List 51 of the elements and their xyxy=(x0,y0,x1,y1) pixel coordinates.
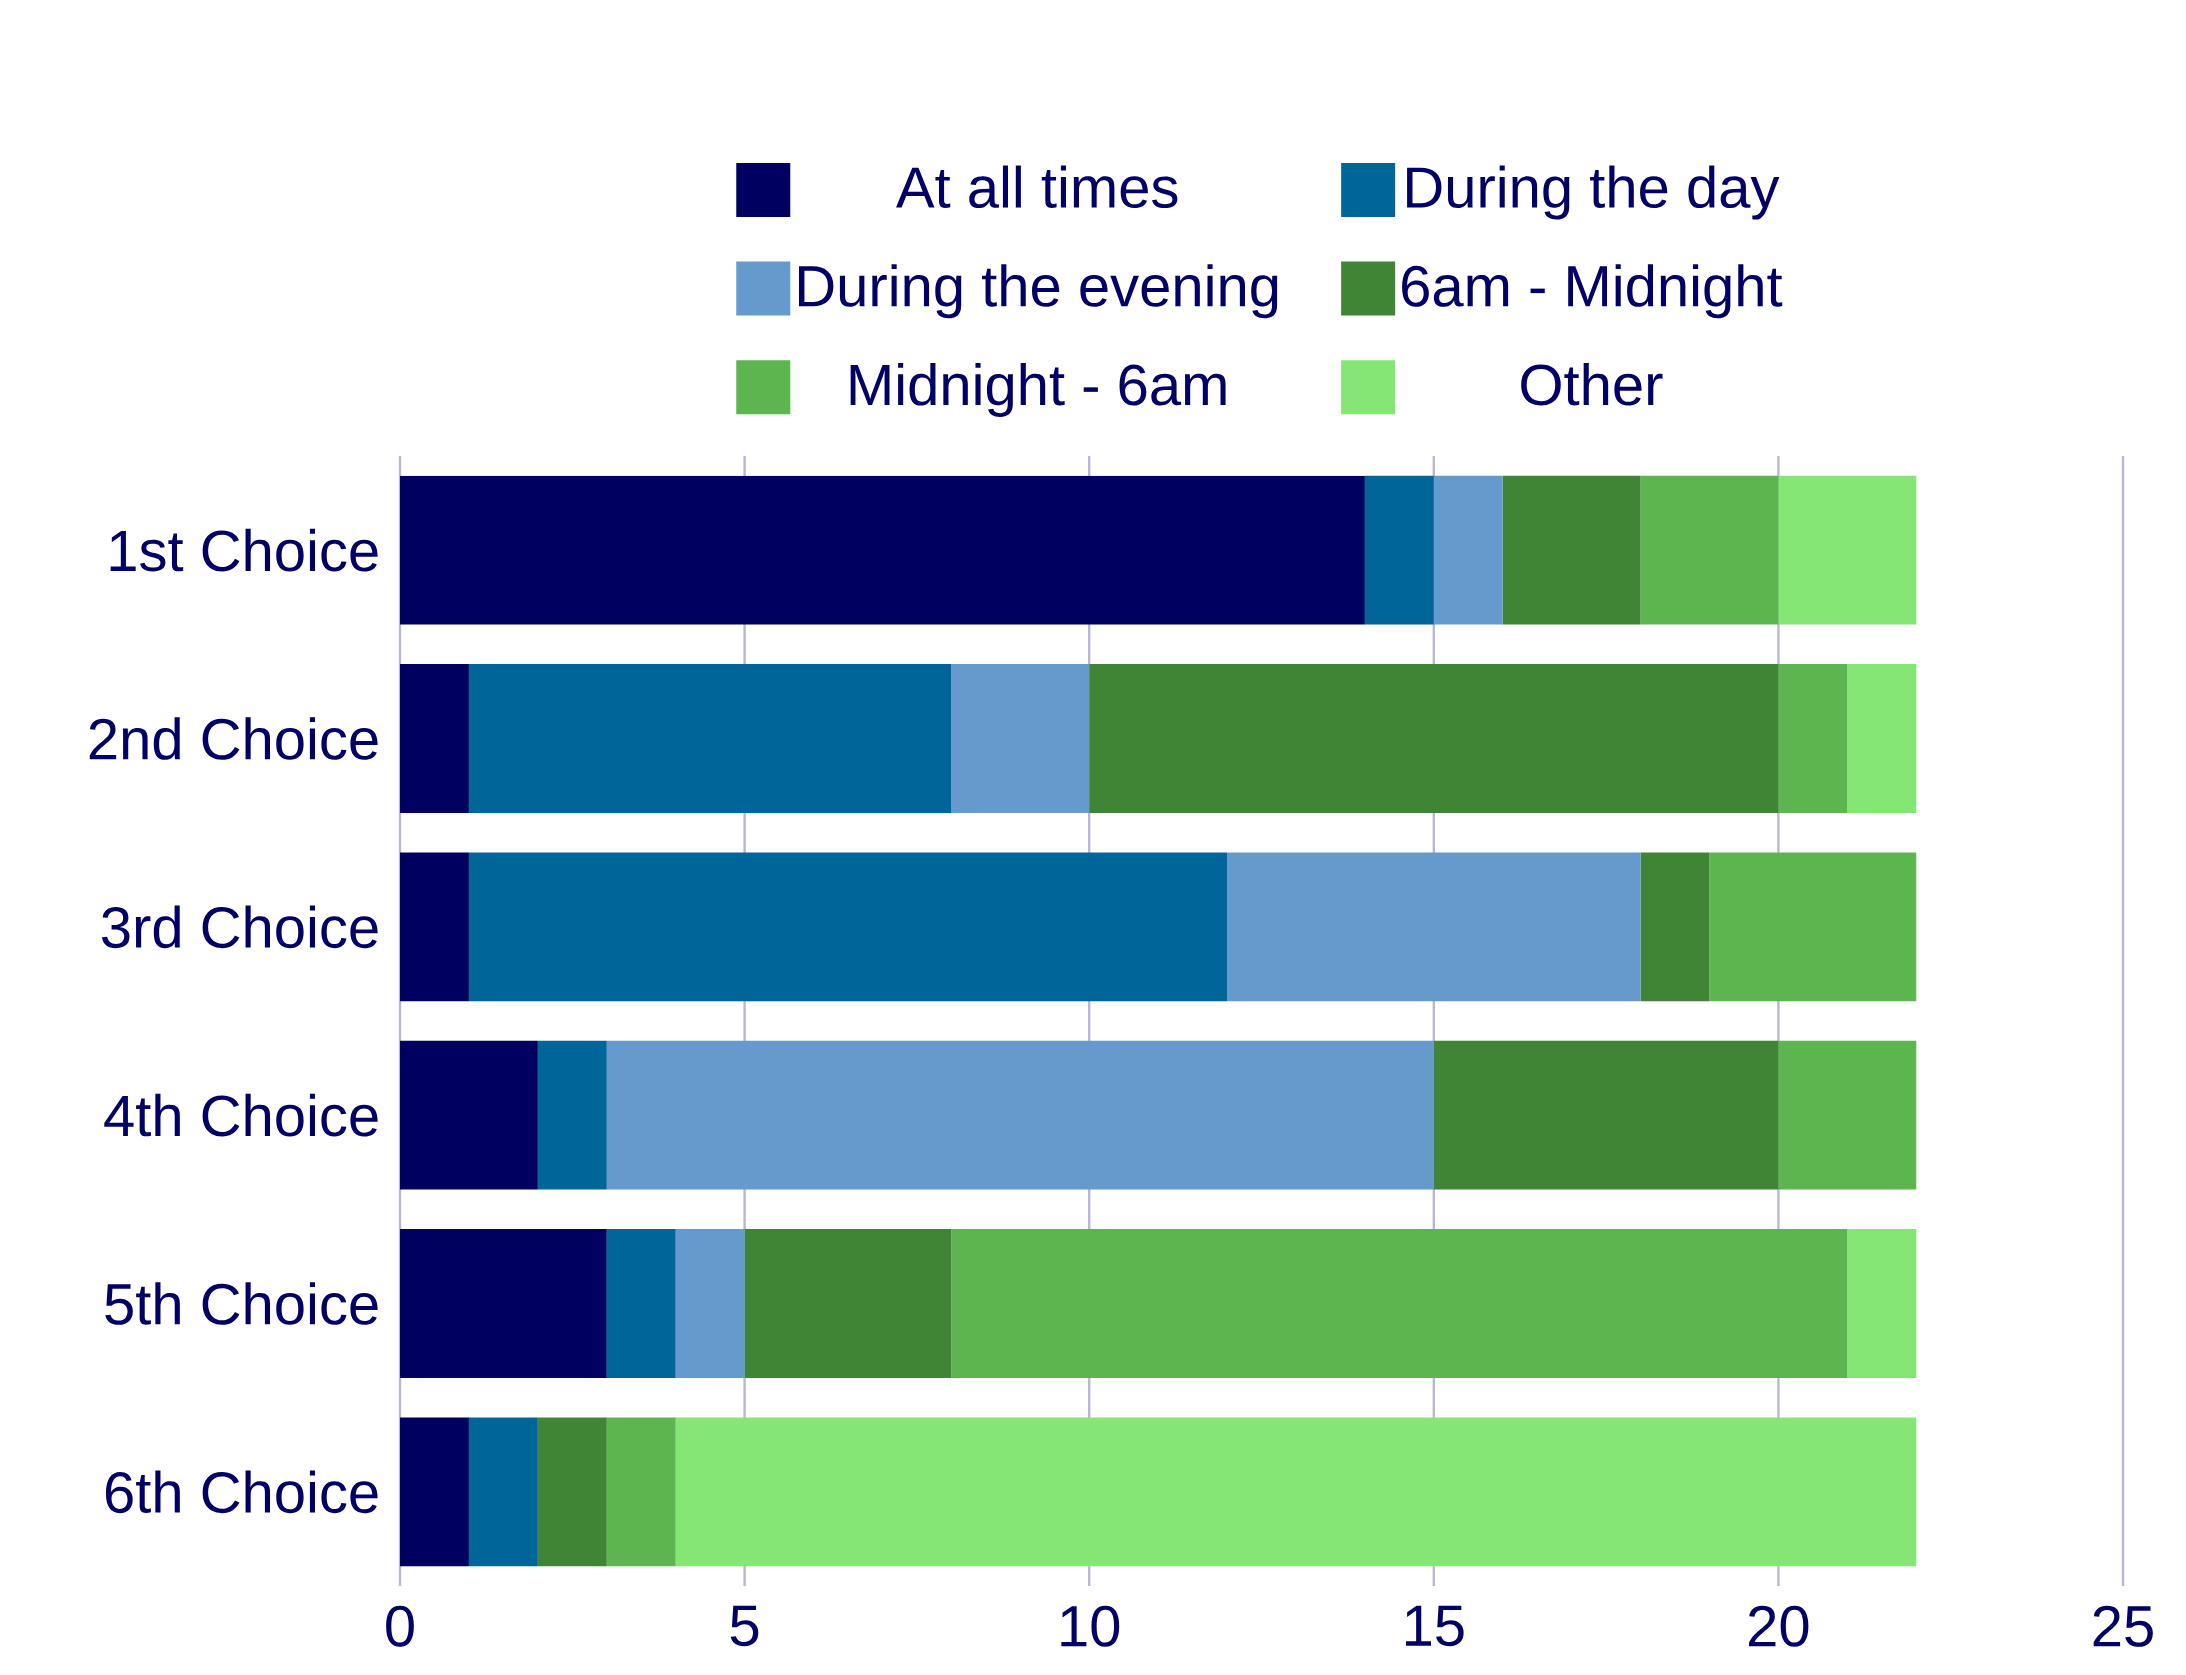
bar xyxy=(606,1040,1434,1190)
bar xyxy=(400,475,1365,625)
bar xyxy=(1089,664,1779,813)
bar xyxy=(951,1229,1848,1378)
bar xyxy=(1502,475,1641,625)
bar xyxy=(675,1229,745,1378)
bar xyxy=(400,664,469,813)
bar xyxy=(951,664,1090,813)
y-tick-label: 4th Choice xyxy=(104,1093,378,1137)
x-tick-label: 15 xyxy=(1405,1605,1464,1647)
y-tick-label: 3rd Choice xyxy=(101,905,378,949)
bar xyxy=(1847,664,1917,813)
bar xyxy=(1640,475,1779,625)
bar xyxy=(606,1229,676,1378)
bar xyxy=(1778,475,1917,625)
legend-label: Other xyxy=(1521,362,1663,406)
legend-label: During the evening xyxy=(799,264,1278,319)
bar xyxy=(400,1040,538,1190)
bar xyxy=(468,1417,538,1567)
bar xyxy=(606,1417,676,1567)
bar xyxy=(400,852,469,1002)
bar xyxy=(1778,664,1848,813)
legend-label: Midnight - 6am xyxy=(850,362,1226,418)
y-tick-label: 5th Choice xyxy=(105,1282,378,1325)
bar xyxy=(1433,475,1503,625)
bar xyxy=(744,1229,952,1378)
bar xyxy=(400,1417,469,1567)
legend-label: During the day xyxy=(1407,165,1780,220)
y-tick-label: 2nd Choice xyxy=(89,717,378,760)
bar xyxy=(400,1229,607,1378)
x-tick-label: 5 xyxy=(730,1605,759,1647)
bar xyxy=(1778,1040,1917,1190)
legend-label: At all times xyxy=(896,165,1178,209)
bar xyxy=(1364,475,1434,625)
x-tick-label: 20 xyxy=(1749,1605,1809,1647)
x-tick-label: 10 xyxy=(1061,1605,1120,1647)
y-tick-label: 6th Choice xyxy=(105,1470,378,1514)
x-tick-label: 25 xyxy=(2093,1605,2153,1647)
bar xyxy=(1227,852,1641,1002)
legend-label: 6am - Midnight xyxy=(1402,264,1783,319)
x-tick-label: 0 xyxy=(386,1605,414,1647)
bar xyxy=(1640,852,1710,1002)
bar xyxy=(675,1417,1917,1567)
bar xyxy=(468,664,952,813)
y-tick-label: 1st Choice xyxy=(110,528,378,572)
bar xyxy=(1709,852,1917,1002)
bar xyxy=(537,1417,607,1567)
bar xyxy=(537,1040,607,1190)
bar xyxy=(1847,1229,1917,1378)
bar xyxy=(1433,1040,1779,1190)
bar xyxy=(468,852,1228,1002)
